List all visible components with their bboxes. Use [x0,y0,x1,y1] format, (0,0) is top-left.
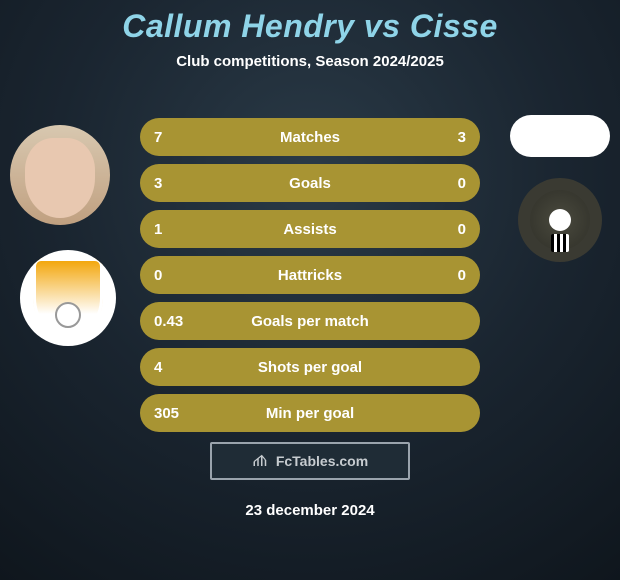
ball-icon [549,209,571,231]
stat-label: Goals [194,175,426,192]
date-text: 23 december 2024 [245,502,374,519]
stat-row-goals-per-match: 0.43 Goals per match [140,302,480,340]
stat-row-goals: 3 Goals 0 [140,164,480,202]
stat-p1-value: 7 [154,129,194,146]
club-badge-shape [33,258,103,338]
infographic-container: Callum Hendry vs Cisse Club competitions… [0,0,620,580]
comparison-title: Callum Hendry vs Cisse [0,8,620,45]
stat-p1-value: 0.43 [154,313,194,330]
club-badge-shape [530,190,590,250]
player2-photo [510,115,610,157]
stripes-icon [551,234,569,252]
stat-p1-value: 3 [154,175,194,192]
chart-icon [252,451,270,472]
fctables-brand-box: FcTables.com [210,442,410,480]
stat-label: Matches [194,129,426,146]
stat-label: Shots per goal [194,359,426,376]
stat-row-min-per-goal: 305 Min per goal [140,394,480,432]
face-placeholder [25,138,95,218]
player1-photo [10,125,110,225]
stat-row-hattricks: 0 Hattricks 0 [140,256,480,294]
player1-club-badge [20,250,116,346]
stats-list: 7 Matches 3 3 Goals 0 1 Assists 0 0 Hatt… [140,118,480,440]
stat-p1-value: 305 [154,405,194,422]
ball-icon [55,302,81,328]
player2-club-badge [518,178,602,262]
stat-row-assists: 1 Assists 0 [140,210,480,248]
stat-label: Goals per match [194,313,426,330]
stat-row-shots-per-goal: 4 Shots per goal [140,348,480,386]
season-subtitle: Club competitions, Season 2024/2025 [0,53,620,70]
stat-p2-value: 0 [426,267,466,284]
brand-text: FcTables.com [276,453,368,469]
stat-row-matches: 7 Matches 3 [140,118,480,156]
stat-p1-value: 4 [154,359,194,376]
stat-label: Assists [194,221,426,238]
stat-p2-value: 3 [426,129,466,146]
stat-label: Min per goal [194,405,426,422]
stat-p2-value: 0 [426,221,466,238]
stat-p1-value: 0 [154,267,194,284]
stat-label: Hattricks [194,267,426,284]
stat-p1-value: 1 [154,221,194,238]
stat-p2-value: 0 [426,175,466,192]
